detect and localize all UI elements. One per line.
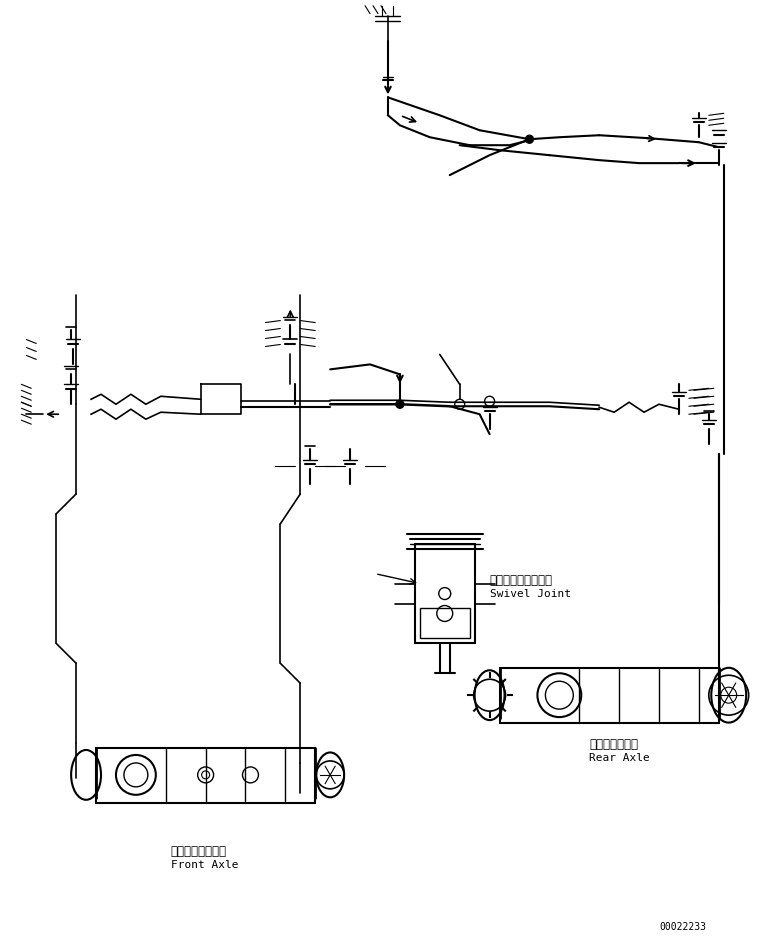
Text: 00022233: 00022233	[659, 922, 706, 933]
Text: スイベルジョイント: スイベルジョイント	[489, 574, 553, 586]
Bar	[420, 609, 470, 638]
Bar	[415, 544, 475, 644]
Circle shape	[396, 400, 404, 408]
Bar	[96, 748, 315, 802]
Bar	[499, 668, 719, 723]
Circle shape	[525, 135, 534, 143]
Text: Rear Axle: Rear Axle	[589, 753, 650, 763]
Text: フロントアクスル: フロントアクスル	[171, 845, 226, 857]
Text: Swivel Joint: Swivel Joint	[489, 588, 571, 598]
Text: リヤーアクスル: リヤーアクスル	[589, 738, 638, 751]
Text: Front Axle: Front Axle	[171, 860, 239, 869]
